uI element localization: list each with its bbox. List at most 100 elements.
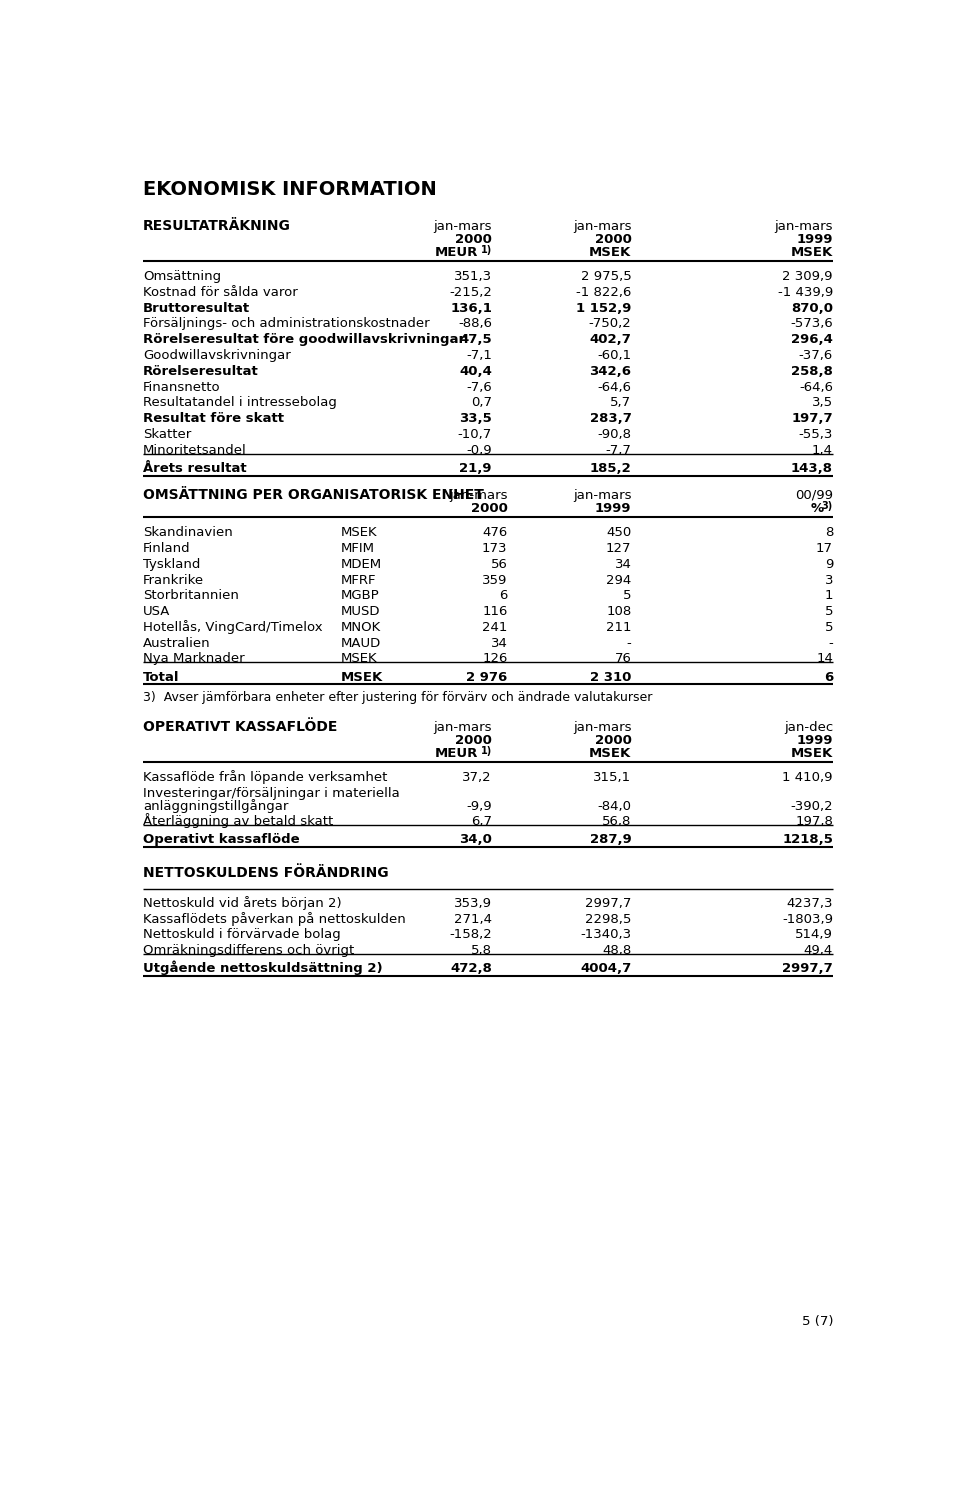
- Text: -1 439,9: -1 439,9: [778, 285, 833, 299]
- Text: MGBP: MGBP: [341, 589, 379, 602]
- Text: 2000: 2000: [455, 233, 492, 246]
- Text: -64,6: -64,6: [597, 381, 632, 394]
- Text: 1999: 1999: [797, 233, 833, 246]
- Text: OMSÄTTNING PER ORGANISATORISK ENHET: OMSÄTTNING PER ORGANISATORISK ENHET: [143, 488, 484, 501]
- Text: MFIM: MFIM: [341, 542, 374, 556]
- Text: Investeringar/försäljningar i materiella: Investeringar/försäljningar i materiella: [143, 787, 400, 800]
- Text: EKONOMISK INFORMATION: EKONOMISK INFORMATION: [143, 180, 437, 199]
- Text: MDEM: MDEM: [341, 557, 382, 571]
- Text: 2 976: 2 976: [467, 670, 508, 684]
- Text: 136,1: 136,1: [450, 302, 492, 314]
- Text: 5: 5: [825, 606, 833, 618]
- Text: 21,9: 21,9: [460, 462, 492, 474]
- Text: 4004,7: 4004,7: [580, 962, 632, 975]
- Text: 3: 3: [825, 574, 833, 586]
- Text: 8: 8: [825, 525, 833, 539]
- Text: 472,8: 472,8: [450, 962, 492, 975]
- Text: Frankrike: Frankrike: [143, 574, 204, 586]
- Text: Finland: Finland: [143, 542, 191, 556]
- Text: MUSD: MUSD: [341, 606, 380, 618]
- Text: jan-mars: jan-mars: [775, 220, 833, 233]
- Text: MFRF: MFRF: [341, 574, 376, 586]
- Text: 5,8: 5,8: [471, 944, 492, 957]
- Text: 40,4: 40,4: [459, 365, 492, 378]
- Text: Utgående nettoskuldsättning 2): Utgående nettoskuldsättning 2): [143, 960, 383, 975]
- Text: -88,6: -88,6: [458, 317, 492, 331]
- Text: Omsättning: Omsättning: [143, 270, 222, 284]
- Text: 197,7: 197,7: [791, 412, 833, 426]
- Text: 5: 5: [825, 621, 833, 634]
- Text: Finansnetto: Finansnetto: [143, 381, 221, 394]
- Text: 4237,3: 4237,3: [786, 897, 833, 911]
- Text: jan-dec: jan-dec: [783, 720, 833, 734]
- Text: 1): 1): [481, 245, 492, 255]
- Text: 353,9: 353,9: [454, 897, 492, 911]
- Text: NETTOSKULDENS FÖRÄNDRING: NETTOSKULDENS FÖRÄNDRING: [143, 865, 389, 879]
- Text: Kostnad för sålda varor: Kostnad för sålda varor: [143, 285, 298, 299]
- Text: -390,2: -390,2: [790, 799, 833, 812]
- Text: Hotellås, VingCard/Timelox: Hotellås, VingCard/Timelox: [143, 621, 323, 634]
- Text: 3)  Avser jämförbara enheter efter justering för förvärv och ändrade valutakurse: 3) Avser jämförbara enheter efter juster…: [143, 692, 653, 704]
- Text: -60,1: -60,1: [597, 349, 632, 362]
- Text: -: -: [627, 637, 632, 649]
- Text: OPERATIVT KASSAFLÖDE: OPERATIVT KASSAFLÖDE: [143, 720, 338, 734]
- Text: Återläggning av betald skatt: Återläggning av betald skatt: [143, 814, 333, 829]
- Text: 5: 5: [623, 589, 632, 602]
- Text: 3,5: 3,5: [812, 397, 833, 409]
- Text: Kassaflöde från löpande verksamhet: Kassaflöde från löpande verksamhet: [143, 770, 388, 784]
- Text: jan-mars: jan-mars: [573, 720, 632, 734]
- Text: 173: 173: [482, 542, 508, 556]
- Text: -7,6: -7,6: [467, 381, 492, 394]
- Text: RESULTATRÄKNING: RESULTATRÄKNING: [143, 219, 291, 233]
- Text: 1 152,9: 1 152,9: [576, 302, 632, 314]
- Text: 1 410,9: 1 410,9: [782, 772, 833, 784]
- Text: 315,1: 315,1: [593, 772, 632, 784]
- Text: Resultat före skatt: Resultat före skatt: [143, 412, 284, 426]
- Text: MSEK: MSEK: [341, 670, 383, 684]
- Text: 2997,7: 2997,7: [586, 897, 632, 911]
- Text: 76: 76: [614, 652, 632, 666]
- Text: 1218,5: 1218,5: [782, 834, 833, 847]
- Text: 351,3: 351,3: [454, 270, 492, 284]
- Text: Årets resultat: Årets resultat: [143, 462, 247, 474]
- Text: 33,5: 33,5: [459, 412, 492, 426]
- Text: 34,0: 34,0: [459, 834, 492, 847]
- Text: Nya Marknader: Nya Marknader: [143, 652, 245, 666]
- Text: %: %: [810, 501, 824, 515]
- Text: -1803,9: -1803,9: [782, 912, 833, 926]
- Text: Operativt kassaflöde: Operativt kassaflöde: [143, 834, 300, 847]
- Text: 870,0: 870,0: [791, 302, 833, 314]
- Text: jan-mars: jan-mars: [434, 220, 492, 233]
- Text: Nettoskuld vid årets början 2): Nettoskuld vid årets början 2): [143, 895, 342, 911]
- Text: Skatter: Skatter: [143, 427, 191, 441]
- Text: Rörelseresultat: Rörelseresultat: [143, 365, 259, 378]
- Text: 2 309,9: 2 309,9: [782, 270, 833, 284]
- Text: Resultatandel i intressebolag: Resultatandel i intressebolag: [143, 397, 337, 409]
- Text: 287,9: 287,9: [589, 834, 632, 847]
- Text: 17: 17: [816, 542, 833, 556]
- Text: jan-mars: jan-mars: [573, 489, 632, 501]
- Text: Minoritetsandel: Minoritetsandel: [143, 444, 247, 458]
- Text: 5,7: 5,7: [611, 397, 632, 409]
- Text: MSEK: MSEK: [589, 246, 632, 258]
- Text: Försäljnings- och administrationskostnader: Försäljnings- och administrationskostnad…: [143, 317, 430, 331]
- Text: -573,6: -573,6: [790, 317, 833, 331]
- Text: 37,2: 37,2: [463, 772, 492, 784]
- Text: 271,4: 271,4: [454, 912, 492, 926]
- Text: 56,8: 56,8: [602, 815, 632, 829]
- Text: 5 (7): 5 (7): [802, 1315, 833, 1327]
- Text: Kassaflödets påverkan på nettoskulden: Kassaflödets påverkan på nettoskulden: [143, 912, 406, 926]
- Text: -7,1: -7,1: [467, 349, 492, 362]
- Text: Nettoskuld i förvärvade bolag: Nettoskuld i förvärvade bolag: [143, 929, 341, 942]
- Text: -84,0: -84,0: [597, 799, 632, 812]
- Text: 211: 211: [606, 621, 632, 634]
- Text: -750,2: -750,2: [588, 317, 632, 331]
- Text: Tyskland: Tyskland: [143, 557, 201, 571]
- Text: Total: Total: [143, 670, 180, 684]
- Text: MSEK: MSEK: [791, 246, 833, 258]
- Text: -: -: [828, 637, 833, 649]
- Text: anläggningstillgångar: anläggningstillgångar: [143, 799, 289, 812]
- Text: MSEK: MSEK: [791, 747, 833, 760]
- Text: 241: 241: [482, 621, 508, 634]
- Text: 2000: 2000: [594, 233, 632, 246]
